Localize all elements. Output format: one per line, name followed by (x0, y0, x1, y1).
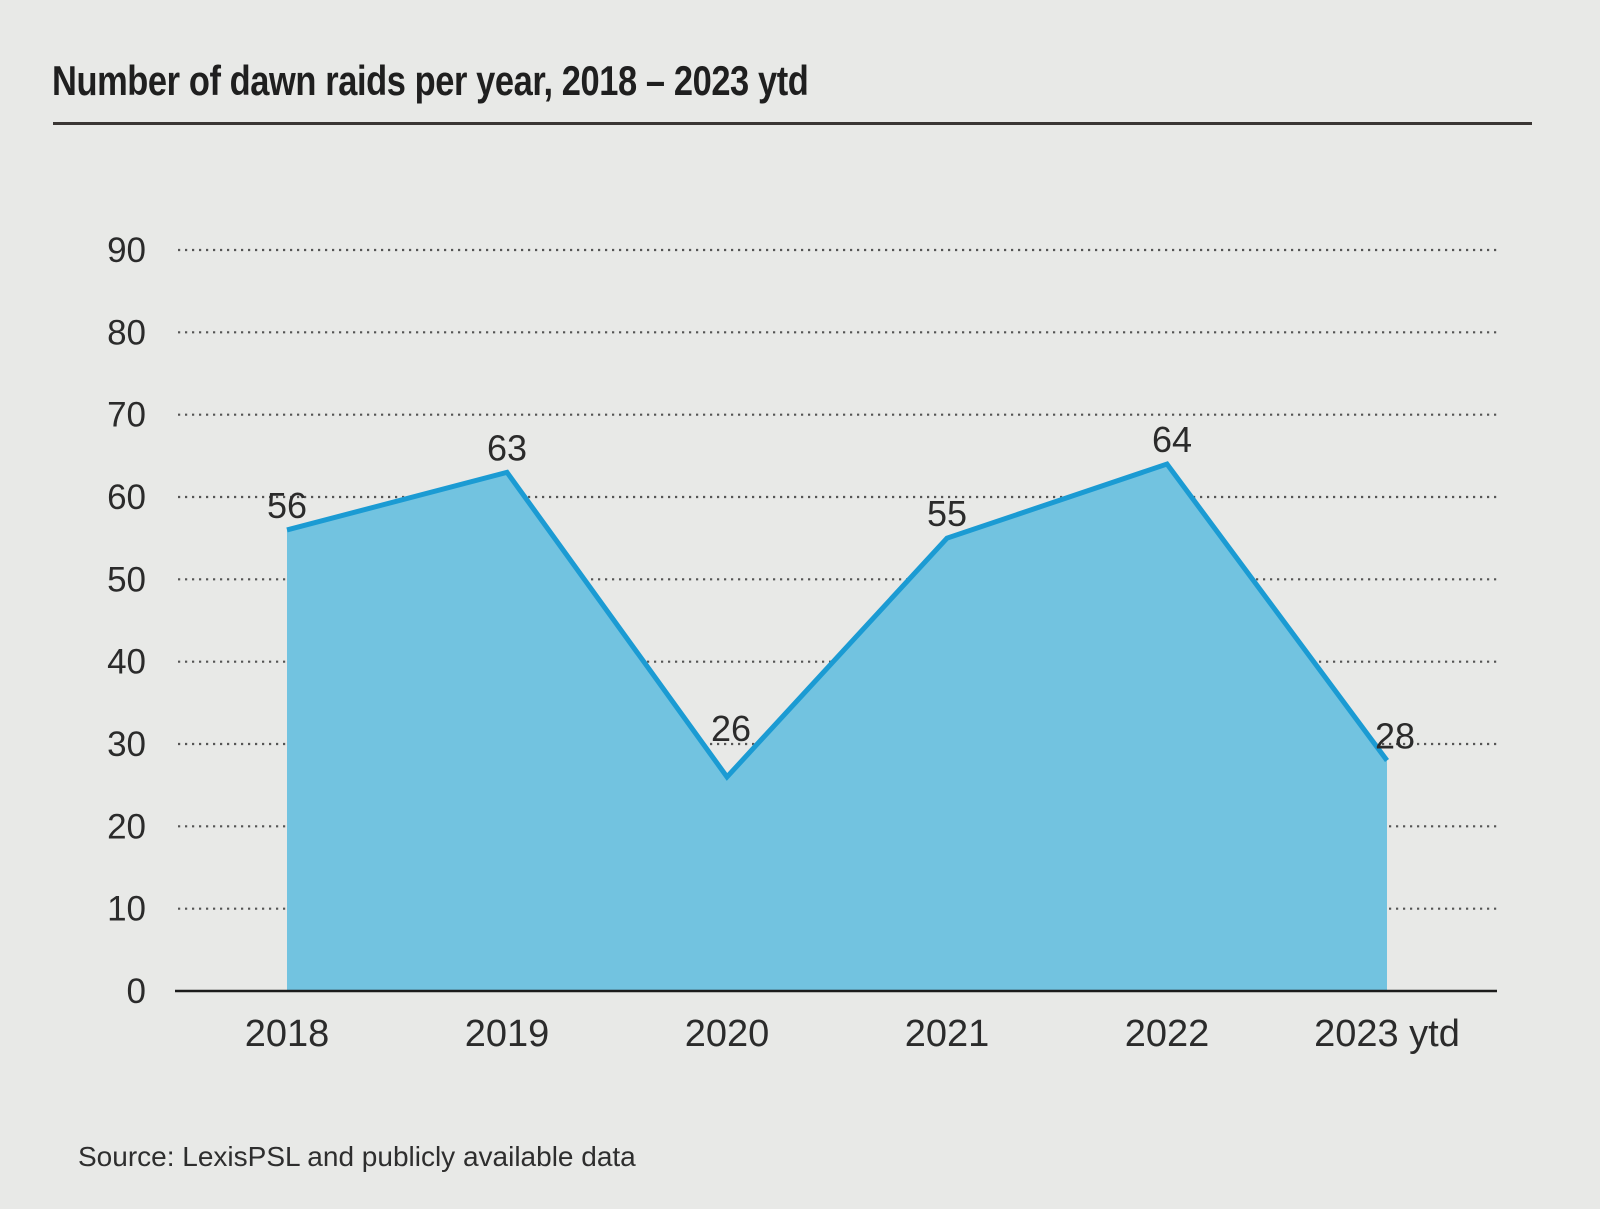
value-label: 64 (1152, 419, 1192, 460)
value-label: 63 (487, 427, 527, 468)
y-tick-label: 80 (107, 313, 146, 352)
y-tick-label: 70 (107, 396, 146, 435)
title-rule (53, 122, 1532, 125)
x-tick-label: 2019 (465, 1013, 550, 1055)
y-tick-label: 10 (107, 890, 146, 929)
x-tick-label: 2022 (1125, 1013, 1210, 1055)
y-tick-label: 40 (107, 643, 146, 682)
x-tick-label: 2020 (685, 1013, 770, 1055)
value-label: 28 (1375, 715, 1415, 756)
x-tick-label: 2021 (905, 1013, 990, 1055)
value-label: 26 (711, 708, 751, 749)
y-tick-label: 0 (127, 972, 146, 1011)
y-tick-label: 50 (107, 560, 146, 599)
value-label: 55 (927, 493, 967, 534)
chart-title: Number of dawn raids per year, 2018 – 20… (52, 57, 809, 104)
source-text: Source: LexisPSL and publicly available … (78, 1141, 636, 1172)
y-tick-label: 60 (107, 478, 146, 517)
x-tick-label: 2018 (245, 1013, 330, 1055)
area-outline (286, 461, 1390, 781)
y-tick-label: 20 (107, 807, 146, 846)
area-fill (287, 464, 1387, 992)
x-tick-label: 2023 ytd (1314, 1013, 1460, 1055)
y-tick-label: 90 (107, 231, 146, 270)
value-label: 56 (267, 485, 307, 526)
y-tick-label: 30 (107, 725, 146, 764)
